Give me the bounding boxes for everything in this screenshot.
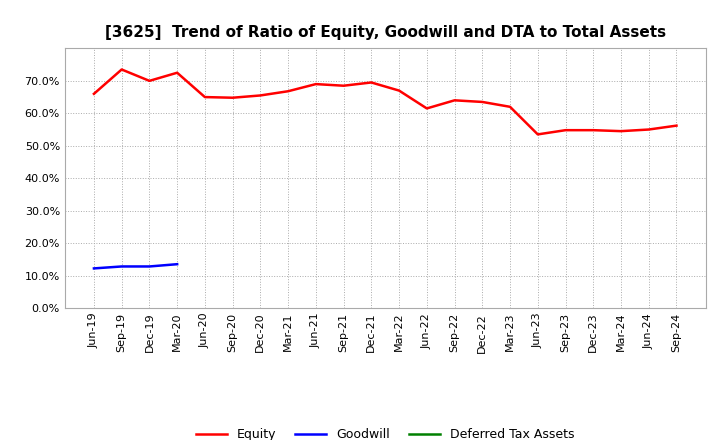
Equity: [173, 70, 181, 75]
Equity: [423, 106, 431, 111]
Goodwill: [145, 264, 154, 269]
Title: [3625]  Trend of Ratio of Equity, Goodwill and DTA to Total Assets: [3625] Trend of Ratio of Equity, Goodwil…: [104, 25, 666, 40]
Equity: [284, 88, 292, 94]
Equity: [145, 78, 154, 84]
Goodwill: [89, 266, 98, 271]
Equity: [89, 91, 98, 96]
Equity: [339, 83, 348, 88]
Line: Equity: Equity: [94, 70, 677, 134]
Equity: [228, 95, 237, 100]
Goodwill: [117, 264, 126, 269]
Equity: [256, 93, 265, 98]
Equity: [395, 88, 403, 93]
Equity: [117, 67, 126, 72]
Line: Goodwill: Goodwill: [94, 264, 177, 268]
Goodwill: [173, 261, 181, 267]
Equity: [201, 95, 210, 100]
Legend: Equity, Goodwill, Deferred Tax Assets: Equity, Goodwill, Deferred Tax Assets: [191, 423, 580, 440]
Equity: [312, 81, 320, 87]
Equity: [589, 128, 598, 133]
Equity: [672, 123, 681, 128]
Equity: [450, 98, 459, 103]
Equity: [644, 127, 653, 132]
Equity: [367, 80, 376, 85]
Equity: [505, 104, 514, 110]
Equity: [561, 128, 570, 133]
Equity: [534, 132, 542, 137]
Equity: [616, 128, 625, 134]
Equity: [478, 99, 487, 105]
